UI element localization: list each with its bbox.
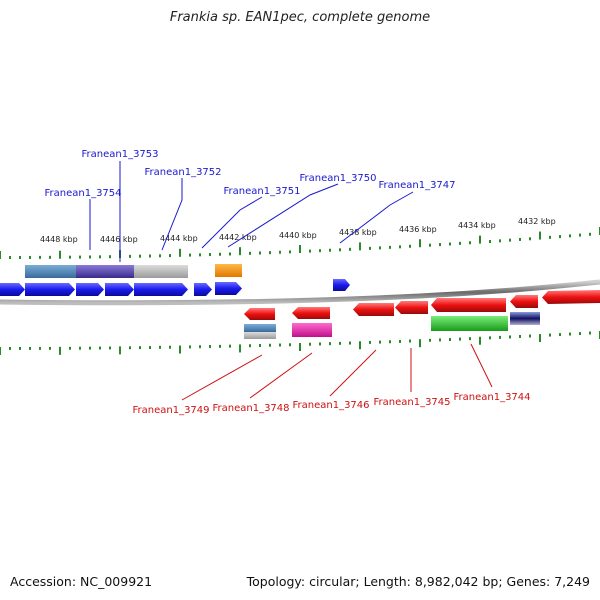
genome-summary-text: Topology: circular; Length: 8,982,042 bp…	[246, 574, 590, 589]
gene-label[interactable]: Franean1_3753	[81, 149, 158, 160]
gene-label[interactable]: Franean1_3751	[223, 186, 300, 197]
ruler-label: 4444 kbp	[160, 234, 198, 243]
forward-genes	[0, 279, 350, 296]
ruler-label: 4446 kbp	[100, 235, 138, 244]
gene-arrow-forward[interactable]	[76, 283, 104, 296]
gene-label[interactable]: Franean1_3749	[132, 405, 209, 416]
bottom-leader-lines	[181, 343, 493, 401]
gene-arrow-forward[interactable]	[0, 283, 25, 296]
gene-arrow-reverse[interactable]	[510, 295, 538, 308]
ruler-bottom	[0, 331, 600, 355]
ruler-labels: 4448 kbp 4446 kbp 4444 kbp 4442 kbp 4440…	[40, 217, 556, 244]
annotation-bar-steel	[25, 265, 77, 278]
bottom-annotation-bars	[244, 312, 540, 339]
gene-label[interactable]: Franean1_3746	[292, 400, 369, 411]
genome-backbone	[0, 279, 600, 306]
reverse-genes	[244, 290, 600, 320]
ruler-label: 4448 kbp	[40, 235, 78, 244]
gene-arrow-forward[interactable]	[333, 279, 350, 291]
ruler-label: 4436 kbp	[399, 225, 437, 234]
gene-label[interactable]: Franean1_3752	[144, 167, 221, 178]
top-gene-labels: Franean1_3753 Franean1_3754 Franean1_375…	[44, 149, 455, 199]
gene-arrow-reverse[interactable]	[353, 303, 394, 316]
gene-label[interactable]: Franean1_3747	[378, 180, 455, 191]
gene-arrow-reverse[interactable]	[292, 307, 330, 319]
gene-arrow-forward[interactable]	[215, 282, 242, 295]
gene-arrow-forward[interactable]	[194, 283, 212, 296]
annotation-bar-navy	[510, 312, 540, 325]
gene-arrow-reverse[interactable]	[542, 290, 600, 304]
ruler-label: 4438 kbp	[339, 228, 377, 237]
gene-arrow-forward[interactable]	[25, 283, 75, 296]
top-leader-lines	[89, 161, 414, 262]
annotation-bar-purple	[76, 265, 135, 278]
ruler-label: 4432 kbp	[518, 217, 556, 226]
top-annotation-bars	[25, 264, 242, 278]
gene-arrow-reverse[interactable]	[395, 301, 428, 314]
bottom-gene-labels: Franean1_3749 Franean1_3748 Franean1_374…	[132, 392, 530, 416]
ruler-label: 4440 kbp	[279, 231, 317, 240]
gene-label[interactable]: Franean1_3744	[453, 392, 530, 403]
gene-label[interactable]: Franean1_3748	[212, 403, 289, 414]
annotation-bar-steel	[244, 324, 276, 332]
gene-arrow-reverse[interactable]	[431, 298, 506, 312]
annotation-bar-grey	[244, 332, 276, 339]
gene-arrow-forward[interactable]	[134, 283, 188, 296]
gene-label[interactable]: Franean1_3750	[299, 173, 376, 184]
gene-label[interactable]: Franean1_3754	[44, 188, 121, 199]
annotation-bar-orange	[215, 264, 242, 277]
gene-arrow-reverse[interactable]	[244, 308, 275, 320]
accession-text: Accession: NC_009921	[10, 574, 153, 589]
annotation-bar-magenta	[292, 323, 332, 337]
annotation-bar-green	[431, 316, 508, 331]
gene-label[interactable]: Franean1_3745	[373, 397, 450, 408]
ruler-label: 4442 kbp	[219, 233, 257, 242]
gene-arrow-forward[interactable]	[105, 283, 134, 296]
annotation-bar-grey	[134, 265, 188, 278]
ruler-label: 4434 kbp	[458, 221, 496, 230]
genome-title: Frankia sp. EAN1pec, complete genome	[169, 10, 431, 25]
